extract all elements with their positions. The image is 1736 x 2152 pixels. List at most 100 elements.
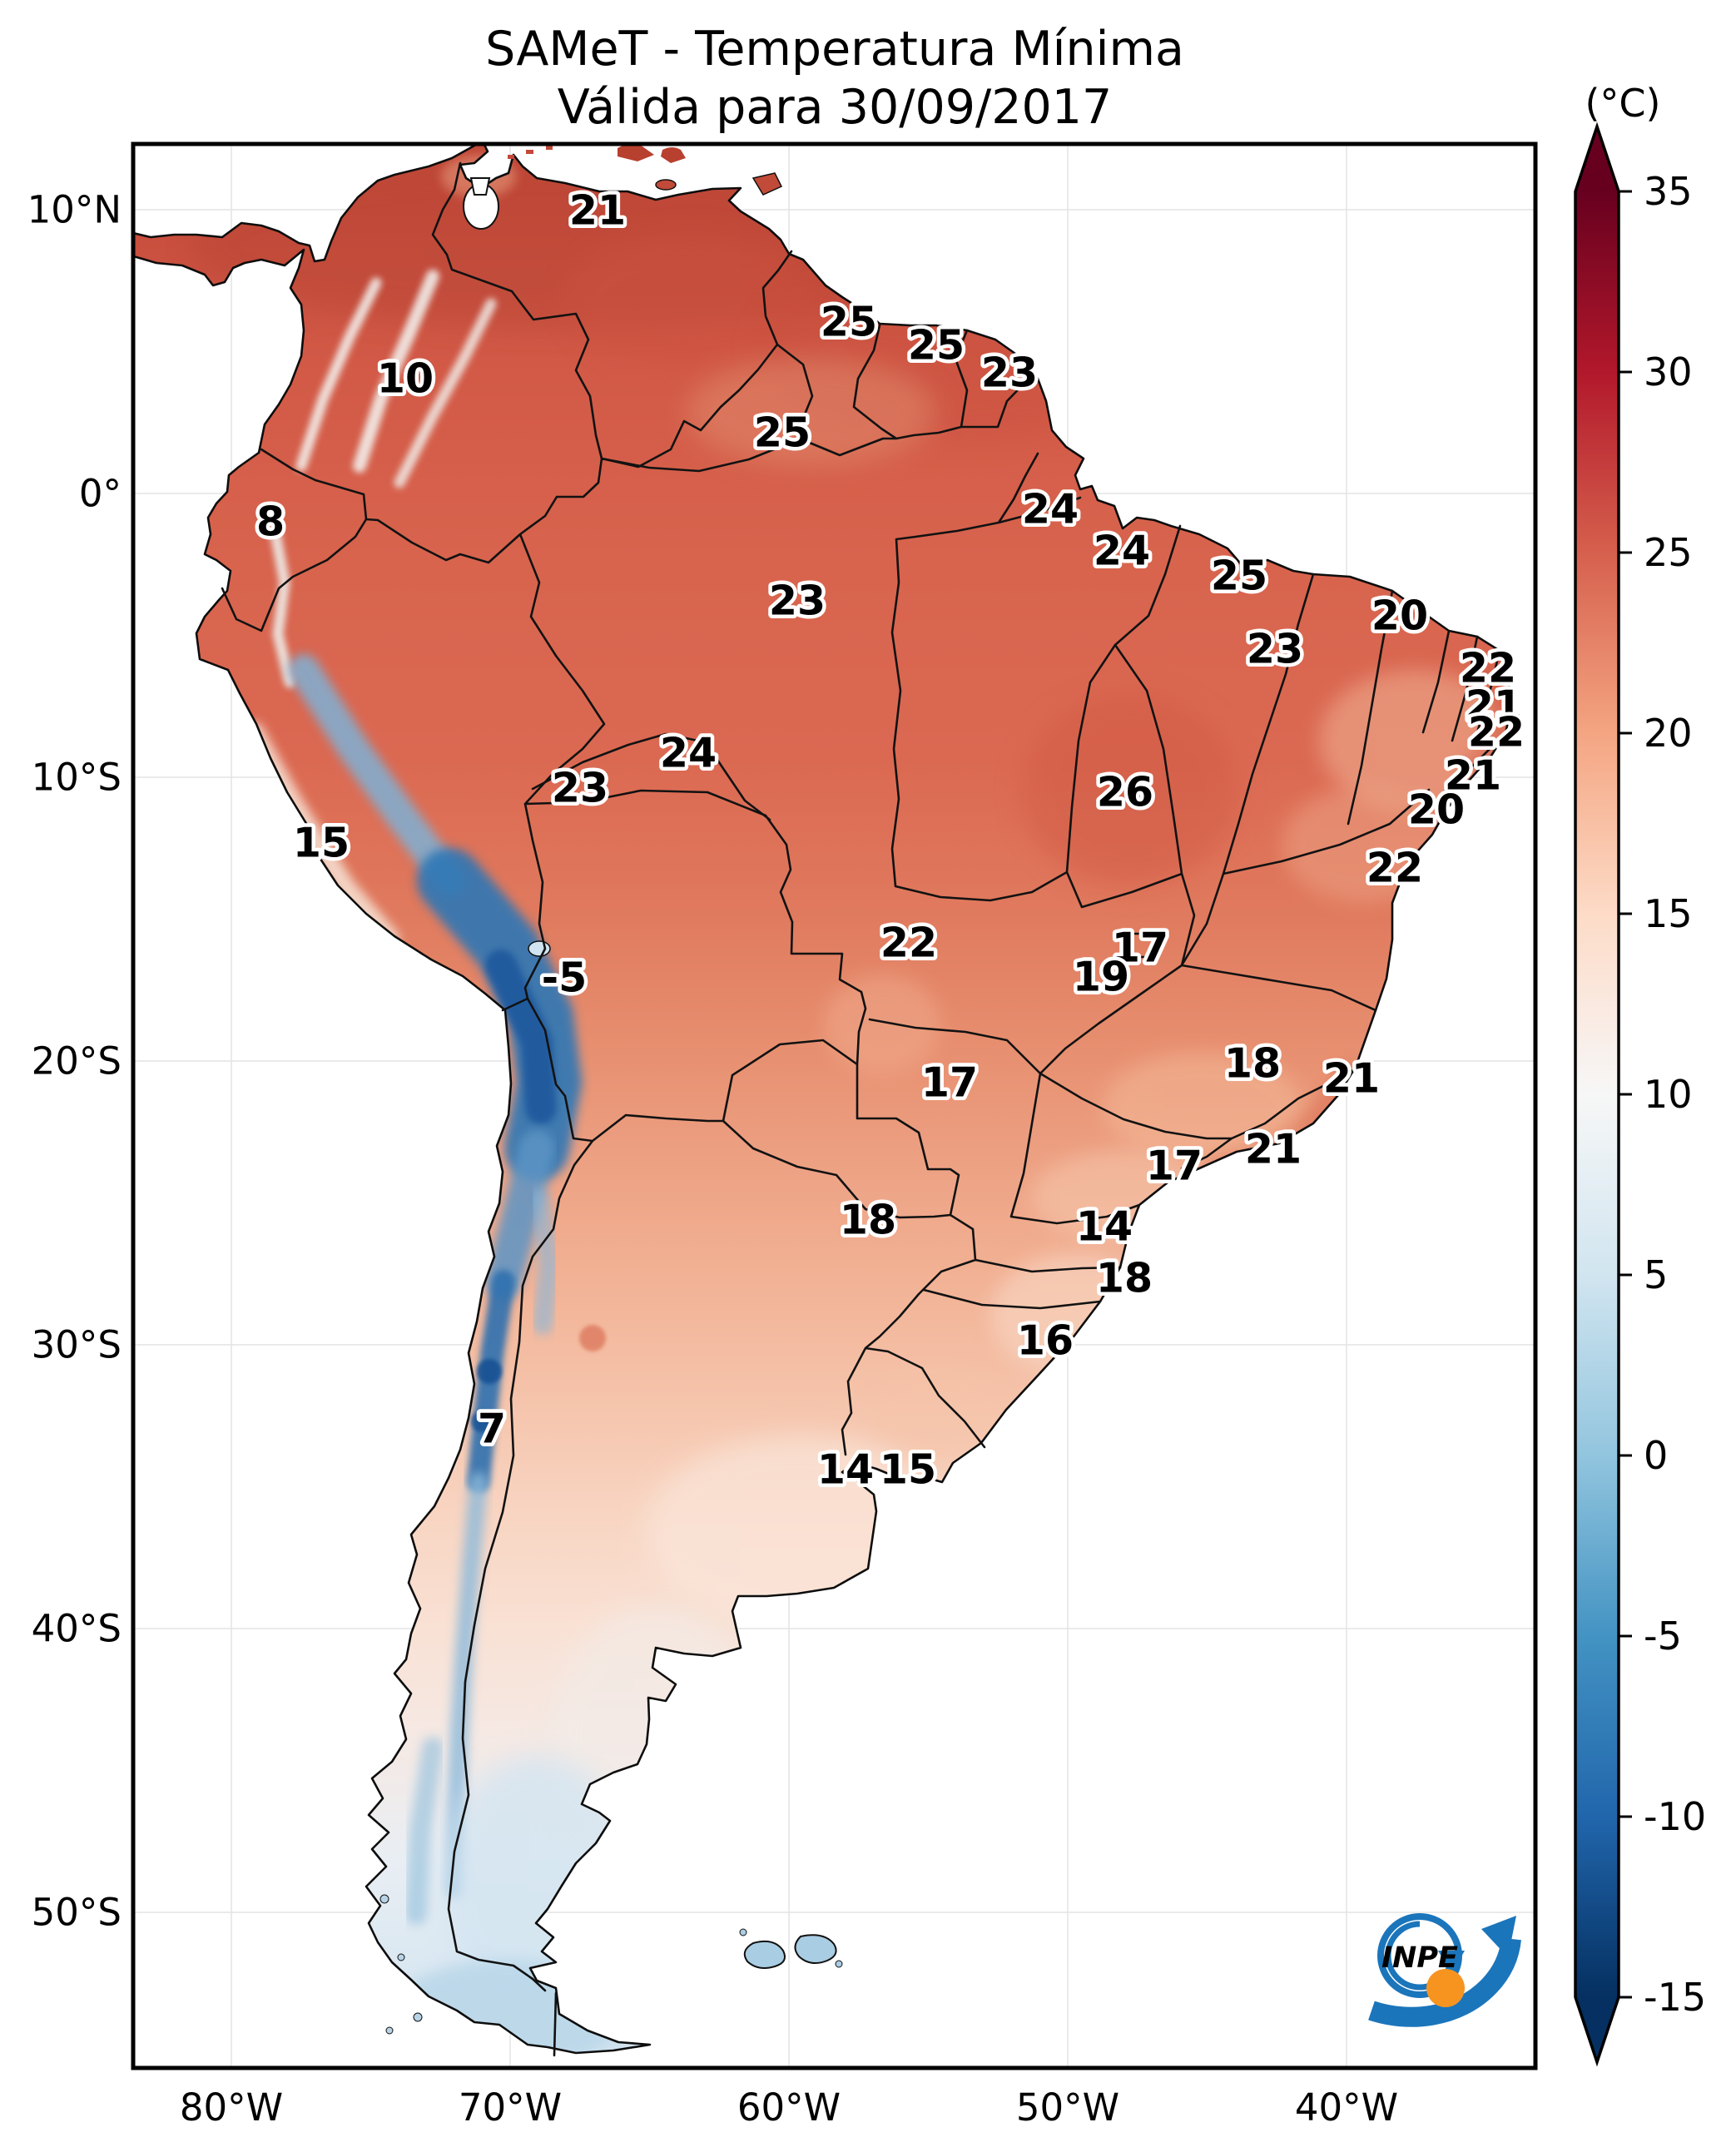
y-tick-20°S: 20°S (32, 1039, 122, 1083)
inpe-logo: INPE (1368, 1913, 1521, 2027)
venezuela-coast-fragment2 (661, 147, 686, 163)
latitude-axis: 10°N 0° 10°S 20°S 30°S 40°S 50°S (27, 188, 122, 1935)
temp-label-17-29: 17 (921, 1059, 978, 1107)
snow-cordillera-occidental (295, 277, 382, 472)
temp-label-21-0: 21 (569, 187, 626, 235)
colorbar-tick-label-30: 30 (1644, 350, 1693, 394)
temp-label-14-37: 14 (817, 1446, 874, 1494)
temp-label--5-25: -5 (542, 955, 587, 1002)
map-frame (131, 141, 1538, 2070)
temp-label-18-27: 18 (1224, 1040, 1281, 1088)
cold-andes-core-spot1 (477, 1359, 502, 1384)
temp-label-21-14: 21 (1466, 682, 1522, 730)
x-tick-80°W: 80°W (180, 2085, 283, 2130)
aruba-island (508, 155, 514, 159)
warm-venezuela-interior (566, 233, 816, 366)
temp-label-24-7: 24 (1022, 486, 1079, 533)
trinidad-island (751, 172, 783, 196)
colorbar-tick-label-35: 35 (1644, 169, 1693, 214)
chilean-archipelago-islet2 (397, 1953, 405, 1961)
temp-label-26-19: 26 (1097, 769, 1153, 816)
temp-label-7-36: 7 (478, 1406, 506, 1453)
temp-label-20-20: 20 (1408, 786, 1465, 834)
colorbar-gradient-bar (1574, 121, 1620, 2067)
colorbar-tick-label--10: -10 (1644, 1794, 1706, 1839)
temp-label-22-22: 22 (1366, 845, 1423, 892)
temp-label-18-34: 18 (1096, 1255, 1153, 1302)
colorbar-tick-label--15: -15 (1644, 1975, 1706, 2020)
inpe-logo-swoosh (1368, 1937, 1521, 2027)
cold-south-chile-coast (405, 1737, 444, 1925)
inpe-logo-arrowhead (1481, 1916, 1516, 1957)
temp-label-8-6: 8 (256, 498, 285, 546)
colorbar-tick-label-5: 5 (1644, 1252, 1668, 1297)
temp-label-15-38: 15 (880, 1446, 936, 1494)
temp-label-25-5: 25 (754, 409, 811, 457)
snow-cordillera-oriental (394, 298, 497, 488)
inpe-logo-text: INPE (1381, 1941, 1458, 1975)
temp-label-15-21: 15 (293, 820, 350, 867)
x-tick-40°W: 40°W (1295, 2085, 1398, 2130)
cold-andes-core-spot2 (471, 1411, 493, 1432)
national-borders (221, 161, 1037, 2057)
falkland-islet1 (739, 1928, 747, 1936)
pale-chile-valley (439, 1365, 462, 1469)
temp-label-21-30: 21 (1245, 1126, 1302, 1173)
warm-tocantins (1022, 695, 1238, 886)
temp-label-17-24: 17 (1112, 925, 1168, 972)
colorbar-tick-label-15: 15 (1644, 891, 1693, 936)
figure-title-line2: Válida para 30/09/2017 (558, 80, 1113, 135)
temp-label-21-17: 21 (1445, 752, 1501, 800)
lake-maracaibo-channel (469, 177, 491, 196)
y-tick-50°S: 50°S (32, 1891, 122, 1935)
inpe-logo-orange-dot (1426, 1969, 1465, 2007)
longitude-axis: 80°W 70°W 60°W 50°W 40°W (180, 2085, 1398, 2130)
temp-label-17-31: 17 (1146, 1143, 1203, 1190)
temp-label-25-2: 25 (908, 322, 965, 369)
y-tick-40°S: 40°S (32, 1607, 122, 1651)
temp-label-25-9: 25 (1211, 553, 1267, 600)
chilean-archipelago-islet3 (413, 2012, 423, 2022)
falkland-east-island (794, 1934, 837, 1965)
temp-label-18-32: 18 (840, 1197, 896, 1244)
colorbar: (°C) 35 30 25 20 15 10 5 0 -5 -10 -15 (1574, 81, 1706, 2067)
margarita-island (655, 179, 677, 191)
falkland-west-island (743, 1940, 786, 1969)
temp-label-25-1: 25 (821, 299, 877, 346)
colorbar-tick-label-0: 0 (1644, 1433, 1668, 1478)
cold-altiplano-core (485, 950, 557, 1124)
islands (379, 144, 843, 2035)
temp-label-24-16: 24 (660, 730, 717, 777)
inpe-logo-down-arrow (1438, 1951, 1465, 1974)
cold-andes-north-chile (485, 1130, 555, 1300)
cold-peru-andes (288, 654, 465, 896)
snow-ecuador-andes (269, 523, 295, 688)
light-pantanal (824, 974, 940, 1074)
temp-label-22-23: 22 (880, 920, 937, 967)
chilean-archipelago-islet4 (385, 2026, 394, 2035)
colorbar-tick-label-10: 10 (1644, 1072, 1693, 1117)
temp-label-23-3: 23 (981, 350, 1038, 397)
chilean-archipelago-islet1 (379, 1894, 389, 1904)
temp-label-24-8: 24 (1094, 528, 1150, 575)
y-tick-10°N: 10°N (27, 188, 122, 232)
y-tick-0°: 0° (79, 472, 122, 516)
falkland-islet2 (835, 1960, 843, 1968)
cool-minas-highlands (1103, 1053, 1302, 1161)
temp-label-20-11: 20 (1371, 593, 1428, 640)
figure-title-line1: SAMeT - Temperatura Mínima (485, 22, 1184, 77)
bonaire-island (546, 146, 553, 150)
colorbar-ticks: 35 30 25 20 15 10 5 0 -5 -10 -15 (1619, 169, 1706, 2020)
colorbar-unit-label: (°C) (1585, 81, 1660, 126)
lakes (463, 177, 551, 957)
colorbar-tick-label-25: 25 (1644, 530, 1693, 575)
brazil-state-borders (531, 439, 1507, 1310)
temp-label-21-28: 21 (1323, 1055, 1380, 1103)
temp-label-10-4: 10 (377, 355, 434, 403)
temp-label-19-26: 19 (1073, 954, 1129, 1001)
temp-label-23-12: 23 (1247, 626, 1303, 673)
temp-label-14-33: 14 (1076, 1203, 1133, 1251)
light-guiana-highlands (687, 358, 936, 466)
